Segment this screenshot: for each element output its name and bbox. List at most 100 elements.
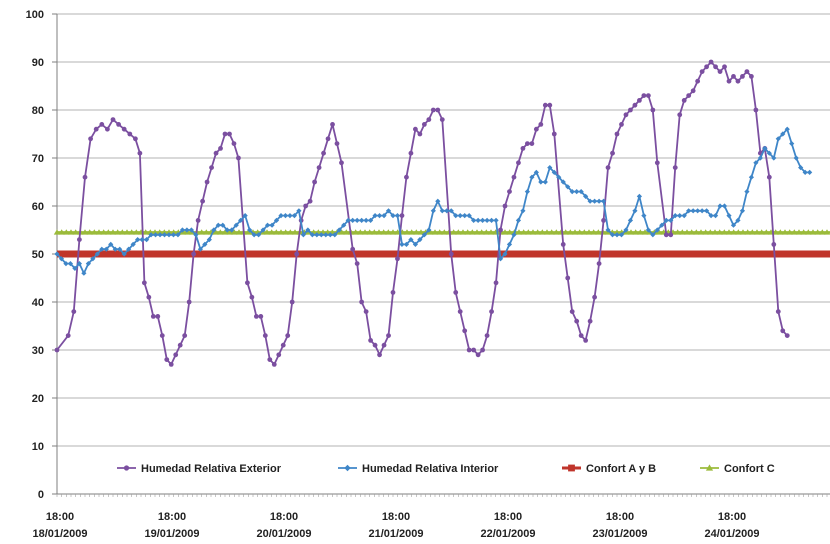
- data-point: [681, 98, 687, 103]
- data-point: [117, 246, 123, 252]
- data-point: [377, 352, 382, 358]
- series-humedad-relativa-interior: [54, 126, 813, 276]
- data-point: [67, 229, 75, 235]
- data-point: [235, 229, 243, 235]
- data-point: [128, 229, 135, 235]
- data-point: [209, 165, 214, 171]
- data-point: [421, 122, 427, 127]
- data-point: [159, 333, 165, 338]
- data-point: [359, 217, 365, 223]
- data-point: [251, 232, 257, 238]
- data-point: [94, 251, 100, 257]
- data-point: [547, 102, 553, 108]
- data-point: [614, 131, 620, 137]
- data-point: [489, 309, 494, 314]
- data-point: [553, 229, 560, 235]
- data-point: [258, 314, 264, 319]
- x-tick-time-6: 18:00: [718, 511, 746, 523]
- data-point: [249, 294, 255, 300]
- data-point: [809, 229, 817, 235]
- data-point: [574, 318, 580, 324]
- data-point: [109, 229, 117, 235]
- data-point: [753, 107, 759, 113]
- data-point: [683, 229, 691, 235]
- data-point: [578, 333, 584, 338]
- data-point: [193, 232, 199, 238]
- data-point: [565, 184, 571, 190]
- data-point: [781, 229, 789, 235]
- data-point: [413, 229, 420, 235]
- data-point: [408, 237, 414, 243]
- data-point: [533, 169, 539, 175]
- data-point: [233, 222, 239, 228]
- data-point: [238, 217, 244, 223]
- data-point: [224, 227, 230, 233]
- data-point: [354, 217, 360, 223]
- data-point: [372, 342, 378, 348]
- data-point: [681, 213, 687, 219]
- data-point: [150, 314, 156, 319]
- data-point: [156, 229, 163, 235]
- data-point: [632, 229, 639, 235]
- data-point: [565, 275, 571, 281]
- x-tick-time-5: 18:00: [606, 511, 634, 523]
- data-point: [645, 93, 651, 98]
- data-point: [421, 232, 427, 238]
- data-point: [740, 74, 745, 79]
- data-point: [569, 189, 575, 195]
- data-point: [368, 217, 374, 223]
- data-point: [203, 229, 210, 235]
- data-point: [119, 229, 126, 235]
- data-point: [363, 217, 369, 223]
- data-point: [610, 150, 615, 156]
- data-point: [744, 229, 751, 235]
- data-point: [487, 229, 495, 235]
- data-point: [707, 229, 714, 235]
- data-point: [426, 117, 432, 122]
- data-point: [133, 136, 138, 142]
- x-tick-date-1: 19/01/2009: [144, 528, 199, 540]
- data-point: [146, 294, 152, 300]
- data-point: [170, 229, 177, 235]
- data-point: [77, 237, 82, 243]
- data-point: [184, 227, 190, 233]
- data-point: [704, 208, 710, 214]
- data-point: [312, 179, 317, 185]
- data-point: [217, 229, 224, 235]
- data-point: [529, 141, 535, 147]
- data-point: [426, 227, 432, 233]
- data-point: [493, 280, 499, 286]
- data-point: [403, 229, 411, 235]
- data-point: [330, 122, 335, 127]
- data-point: [484, 217, 490, 223]
- data-point: [273, 229, 280, 235]
- data-point: [245, 229, 252, 235]
- data-point: [386, 333, 391, 338]
- y-tick-label-100: 100: [26, 9, 44, 21]
- data-point: [613, 229, 621, 235]
- data-point: [587, 198, 593, 204]
- data-point: [587, 318, 593, 324]
- data-point: [99, 246, 105, 252]
- data-point: [93, 126, 99, 132]
- data-point: [464, 229, 471, 235]
- data-point: [641, 229, 649, 235]
- data-point: [399, 241, 405, 247]
- data-point: [81, 270, 87, 276]
- y-tick-label-60: 60: [32, 201, 44, 213]
- data-point: [483, 229, 490, 235]
- data-point: [645, 227, 651, 233]
- data-point: [408, 229, 415, 235]
- y-tick-label-90: 90: [32, 57, 44, 69]
- y-tick-label-0: 0: [38, 489, 44, 501]
- data-point: [395, 256, 400, 262]
- data-point: [721, 203, 728, 209]
- data-point: [708, 213, 714, 219]
- legend-label: Confort A y B: [586, 463, 656, 475]
- data-point: [390, 213, 396, 219]
- data-point: [459, 229, 467, 235]
- data-point: [126, 246, 132, 252]
- data-point: [501, 229, 509, 235]
- data-point: [144, 237, 150, 243]
- data-point: [307, 198, 313, 204]
